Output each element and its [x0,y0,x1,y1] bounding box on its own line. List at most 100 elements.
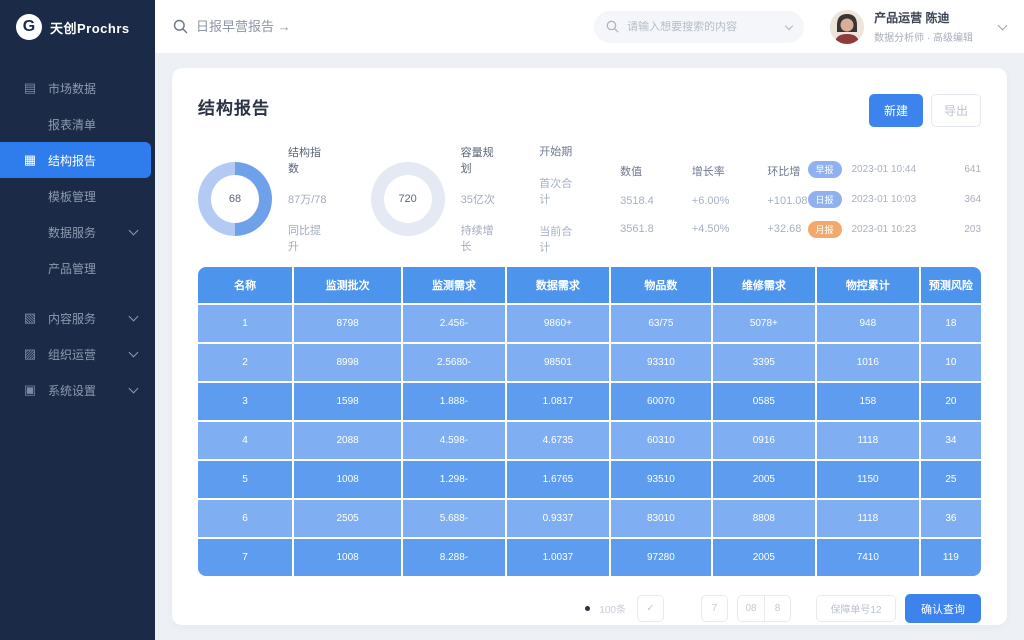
table-cell: 4.6735 [506,422,609,459]
table-cell: 2005 [712,461,815,498]
stat-value: +6.00% [691,195,730,207]
table-cell: 1.0037 [506,539,609,576]
sidebar-item-label: 内容服务 [48,311,97,326]
stat-header: 环比增 [767,166,801,178]
stat-column-value: 数值 3518.4 3561.8 [620,163,654,235]
table-cell: 1.298- [402,461,505,498]
list-item-time: 2023-01 10:44 [851,163,917,175]
brand-name: 天创Prochrs [50,20,130,36]
donut-value: 68 [228,193,242,205]
table-cell: 4.598- [402,422,505,459]
sidebar-item-label: 产品管理 [48,261,97,276]
sidebar-item-org-operation[interactable]: ▨ 组织运营 [0,336,155,372]
table-cell: 93310 [610,344,711,381]
stat-header: 增长率 [691,166,725,178]
confirm-page-button[interactable]: ✓ [637,595,664,622]
list-item-value: 364 [964,193,982,205]
table-cell: 4 [198,422,293,459]
donut-label: 35亿次 [460,194,495,206]
table-cell: 18 [920,305,981,342]
main-area: 产品运营 陈迪 数据分析师 · 高级编辑 结构报告 新建 导出 [155,0,1024,640]
sidebar-item-data-service[interactable]: 数据服务 [0,214,155,250]
list-item[interactable]: 日报 2023-01 10:03 364 [807,189,982,209]
sidebar-item-template-manage[interactable]: 模板管理 [0,178,155,214]
table-cell: 93510 [610,461,711,498]
quick-search-input[interactable] [196,19,376,34]
global-search-input[interactable] [627,20,779,33]
chevron-down-icon [128,225,139,236]
content: 结构报告 新建 导出 68 结构指数 87万/78 [155,54,1024,640]
sidebar-item-label: 报表清单 [48,117,97,132]
table-cell: 0916 [712,422,815,459]
new-button[interactable]: 新建 [868,94,923,127]
table-cell: 1.0817 [506,383,609,420]
sidebar-item-label: 模板管理 [48,189,97,204]
donut-labels: 容量规划 35亿次 持续增长 [461,144,502,254]
table-cell: 1118 [816,422,919,459]
page-size-option[interactable]: 8 [764,596,790,621]
sidebar-item-label: 系统设置 [48,383,97,398]
pagination: 100条 ✓ 7 08 8 确认查询 [198,594,981,623]
donut-ring: 720 [370,162,445,236]
search-icon [173,19,188,34]
table-cell: 5 [198,461,293,498]
sidebar-item-market-data[interactable]: ▤ 市场数据 [0,70,155,106]
quick-search [173,19,376,34]
sidebar-item-structure-report[interactable]: ▦ 结构报告 [0,142,151,178]
donut-label: 87万/78 [288,194,327,206]
table-cell: 3 [198,383,293,420]
table-cell: 2.5680- [402,344,505,381]
sidebar-item-system-settings[interactable]: ▣ 系统设置 [0,372,155,408]
topbar: 产品运营 陈迪 数据分析师 · 高级编辑 [155,0,1024,54]
export-button[interactable]: 导出 [930,94,981,127]
list-item[interactable]: 早报 2023-01 10:44 641 [807,159,981,179]
stat-value: 首次合计 [539,178,573,206]
sidebar-item-label: 结构报告 [48,153,97,168]
report-table: 名称 监测批次 监测需求 数据需求 物品数 维修需求 物控累计 预测风险 1 8… [198,267,981,576]
sidebar-item-product-manage[interactable]: 产品管理 [0,250,155,286]
table-cell: 2.456- [402,305,505,342]
page-number-button[interactable]: 7 [701,595,728,622]
stat-header: 数值 [620,166,643,178]
table-header-cell: 数据需求 [506,267,609,303]
table-header-cell: 维修需求 [712,267,815,303]
list-item-time: 2023-01 10:23 [851,223,917,235]
user-profile[interactable]: 产品运营 陈迪 数据分析师 · 高级编辑 [830,9,1008,44]
list-item-time: 2023-01 10:03 [851,193,917,205]
table-cell: 83010 [610,500,711,537]
stat-value: +32.68 [767,223,802,235]
table-cell: 1598 [294,383,401,420]
table-cell: 1118 [816,500,919,537]
sidebar-menu: ▤ 市场数据 报表清单 ▦ 结构报告 模板管理 数据服务 产品管理 ▧ [0,54,155,408]
card-header: 结构报告 新建 导出 [198,94,981,127]
dot-icon [585,606,591,611]
table-cell: 2505 [294,500,401,537]
table-cell: 8998 [294,344,401,381]
box-icon: ▧ [23,310,37,325]
total-count: 100条 [599,605,626,616]
chevron-down-icon [128,311,139,322]
report-icon: ▦ [23,152,37,167]
page-size-option[interactable]: 08 [745,603,757,614]
list-item[interactable]: 月报 2023-01 10:23 203 [807,219,981,239]
chevron-down-icon[interactable] [784,21,794,30]
sidebar-item-content-service[interactable]: ▧ 内容服务 [0,300,155,336]
table-cell: 6 [198,500,293,537]
recent-report-list: 早报 2023-01 10:44 641 日报 2023-01 10:03 36… [807,159,982,239]
jump-to-input[interactable] [816,595,896,622]
table-cell: 119 [920,539,981,576]
query-submit-button[interactable]: 确认查询 [905,594,981,623]
table-cell: 97280 [610,539,711,576]
stat-value: +101.08 [767,195,808,207]
table-header-cell: 预测风险 [920,267,981,303]
sidebar-item-report-list[interactable]: 报表清单 [0,106,155,142]
table-header-cell: 名称 [198,267,293,303]
status-badge: 日报 [807,190,842,208]
table-cell: 0.9337 [506,500,609,537]
brand-logo-icon: G [16,14,42,40]
table-cell: 1008 [294,461,401,498]
table-cell: 8.288- [402,539,505,576]
chevron-down-icon[interactable] [997,20,1008,30]
table-cell: 1.6765 [506,461,609,498]
table-cell: 5078+ [712,305,815,342]
